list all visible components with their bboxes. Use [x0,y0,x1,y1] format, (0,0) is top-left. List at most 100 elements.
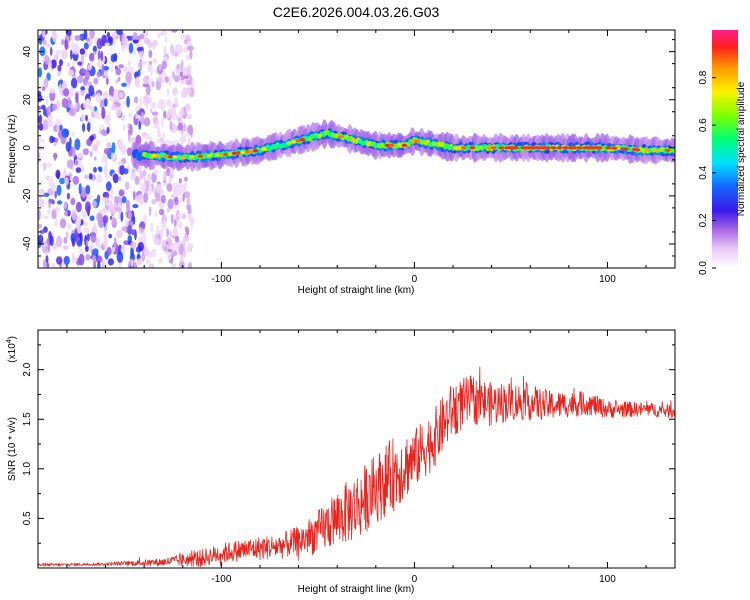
noise-blob [55,169,61,179]
noise-blob [180,59,184,72]
noise-blob [38,188,46,195]
noise-blob [85,245,89,253]
noise-blob [162,132,166,141]
noise-blob [76,152,83,159]
noise-blob [142,60,147,65]
noise-blob [177,122,183,131]
noise-blob [114,195,119,203]
noise-blob [67,69,75,77]
noise-blob [169,230,173,239]
noise-blob [141,112,144,118]
noise-blob [122,168,129,175]
noise-blob [101,258,106,268]
ridge-core [461,146,467,150]
colorbar-tick-label: 0.6 [698,118,709,132]
noise-blob [183,183,187,193]
noise-blob [118,189,125,197]
noise-blob [115,67,122,76]
noise-blob [183,66,189,77]
noise-blob [78,253,85,266]
snr-frame [37,329,676,569]
noise-blob [61,49,68,60]
noise-blob [176,64,181,70]
noise-blob [85,114,88,122]
snr-xtick-label: -100 [211,574,231,585]
noise-blob [124,181,130,191]
noise-blob [42,30,46,39]
ridge-core [486,146,493,150]
noise-blob [82,210,87,219]
ridge-core [227,152,234,156]
noise-blob [46,106,52,116]
noise-blob [188,261,192,268]
noise-blob [70,39,74,52]
noise-blob [89,135,95,142]
noise-blob [66,159,74,169]
noise-blob [90,232,97,243]
noise-blob [171,262,177,268]
noise-blob [54,190,57,199]
colorbar-ticks: 0.0 0.2 0.4 0.6 0.8 [698,70,716,275]
colorbar: 0.0 0.2 0.4 0.6 0.8 Normalized spectral ampl… [698,30,747,275]
noise-blob [111,151,115,162]
noise-blob [130,171,137,181]
noise-blob [72,43,80,55]
noise-blob [139,182,146,192]
noise-blob [85,84,89,92]
noise-blob [71,131,75,137]
noise-blob [136,110,142,116]
noise-blob [85,184,91,195]
snr-xtick-label: 100 [599,574,616,585]
noise-blob [138,120,141,130]
noise-blob [51,242,58,250]
noise-blob [177,221,183,230]
noise-blob [182,74,189,79]
noise-blob [129,124,133,136]
noise-blob [51,209,57,220]
noise-blob [54,137,59,143]
ridge-peak [550,146,557,150]
noise-blob [75,160,79,165]
noise-blob [130,229,137,236]
ridge-peak [622,147,629,151]
noise-blob [132,190,136,201]
noise-blob [59,218,67,229]
snr-ytick-label: 1.0 [22,461,33,475]
noise-blob [172,185,175,197]
noise-blob [44,43,51,48]
noise-blob [86,37,90,42]
noise-blob [38,114,43,125]
noise-blob [101,154,108,164]
noise-blob [38,223,43,229]
ridge-core [206,154,212,158]
noise-blob [109,215,113,220]
noise-blob [56,235,63,248]
ridge-core [656,148,662,152]
colorbar-tick-label: 0.4 [698,165,709,179]
noise-blob [156,224,160,236]
noise-blob [92,200,97,209]
noise-blob [98,167,103,173]
noise-blob [82,148,89,156]
noise-blob [158,78,164,84]
noise-blob [102,207,107,213]
noise-blob [42,119,49,131]
noise-blob [70,197,76,206]
noise-blob [149,264,153,268]
noise-blob [148,60,153,65]
ridge-peak [605,146,612,150]
noise-blob [45,95,49,106]
ridge-core [456,146,463,150]
noise-blob [96,174,103,184]
noise-blob [40,229,45,234]
noise-blob [58,83,62,94]
ridge-core [223,152,229,156]
noise-blob [186,196,191,206]
noise-blob [88,105,94,110]
noise-blob [96,38,103,50]
noise-blob [80,86,86,91]
ridge-core [350,138,357,142]
ridge-core [397,143,403,147]
noise-blob [179,197,183,203]
ridge-core [414,139,420,143]
